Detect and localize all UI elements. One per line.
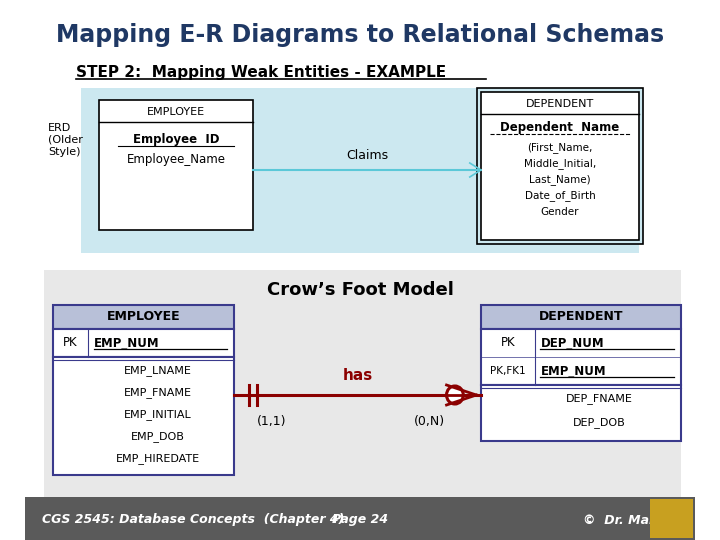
Text: PK,FK1: PK,FK1 (490, 366, 526, 376)
Text: CGS 2545: Database Concepts  (Chapter 4): CGS 2545: Database Concepts (Chapter 4) (42, 514, 344, 526)
Text: Middle_Initial,: Middle_Initial, (524, 159, 596, 170)
Text: (First_Name,: (First_Name, (527, 143, 593, 153)
Text: ©  Dr. Mark: © Dr. Mark (583, 514, 664, 526)
FancyBboxPatch shape (481, 329, 681, 385)
Text: (0,N): (0,N) (414, 415, 446, 428)
Text: DEPENDENT: DEPENDENT (539, 310, 624, 323)
Text: ERD
(Older
Style): ERD (Older Style) (48, 124, 84, 157)
Text: DEP_FNAME: DEP_FNAME (566, 394, 633, 404)
Text: Crow’s Foot Model: Crow’s Foot Model (266, 281, 454, 299)
Text: Gender: Gender (541, 207, 580, 217)
FancyBboxPatch shape (44, 270, 681, 508)
FancyBboxPatch shape (81, 88, 639, 253)
Text: Dependent  Name: Dependent Name (500, 122, 620, 134)
Text: EMPLOYEE: EMPLOYEE (147, 107, 205, 117)
Text: EMP_LNAME: EMP_LNAME (124, 366, 192, 376)
Circle shape (446, 386, 463, 404)
Text: DEPENDENT: DEPENDENT (526, 99, 594, 109)
Text: Claims: Claims (346, 149, 388, 162)
FancyBboxPatch shape (481, 305, 681, 329)
Text: EMPLOYEE: EMPLOYEE (107, 310, 181, 323)
Text: EMP_NUM: EMP_NUM (541, 364, 606, 377)
Text: Date_of_Birth: Date_of_Birth (525, 191, 595, 201)
Text: Employee  ID: Employee ID (133, 133, 220, 146)
Text: Mapping E-R Diagrams to Relational Schemas: Mapping E-R Diagrams to Relational Schem… (56, 23, 664, 47)
Text: has: has (343, 368, 373, 383)
FancyBboxPatch shape (53, 305, 235, 329)
Text: EMP_INITIAL: EMP_INITIAL (124, 409, 192, 421)
Text: (1,1): (1,1) (257, 415, 287, 428)
Text: EMP_NUM: EMP_NUM (94, 336, 160, 349)
Text: EMP_FNAME: EMP_FNAME (124, 388, 192, 399)
Text: Last_Name): Last_Name) (529, 174, 591, 185)
Text: Page 24: Page 24 (332, 514, 388, 526)
FancyBboxPatch shape (53, 357, 235, 475)
Text: EMP_DOB: EMP_DOB (131, 431, 184, 442)
Text: STEP 2:  Mapping Weak Entities - EXAMPLE: STEP 2: Mapping Weak Entities - EXAMPLE (76, 64, 446, 79)
FancyBboxPatch shape (481, 385, 681, 441)
Text: EMP_HIREDATE: EMP_HIREDATE (116, 454, 199, 464)
FancyBboxPatch shape (99, 100, 253, 230)
Text: Employee_Name: Employee_Name (127, 153, 226, 166)
FancyBboxPatch shape (477, 88, 643, 244)
FancyBboxPatch shape (53, 329, 235, 357)
Text: PK: PK (63, 336, 78, 349)
FancyBboxPatch shape (650, 499, 693, 538)
Text: DEP_DOB: DEP_DOB (573, 417, 626, 428)
Text: DEP_NUM: DEP_NUM (541, 336, 604, 349)
Text: PK: PK (500, 336, 516, 349)
FancyBboxPatch shape (25, 497, 695, 540)
FancyBboxPatch shape (481, 92, 639, 240)
